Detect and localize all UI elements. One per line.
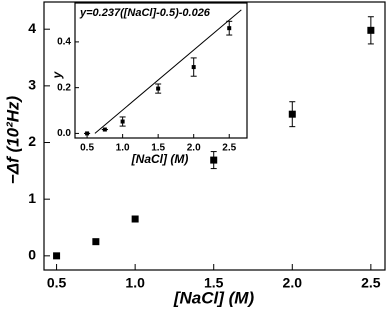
fit-line xyxy=(94,9,242,134)
y-tick-label: 3 xyxy=(28,77,36,93)
x-axis-title: [NaCl] (M) xyxy=(131,152,189,166)
point xyxy=(210,156,218,164)
point xyxy=(131,215,139,223)
x-tick-label: 1.5 xyxy=(151,143,165,154)
point xyxy=(288,110,296,118)
x-tick-label: 2.5 xyxy=(222,143,236,154)
x-tick-label: 1.0 xyxy=(125,275,145,291)
x-tick-label: 2.5 xyxy=(361,275,381,291)
point xyxy=(53,252,61,260)
point xyxy=(191,65,196,70)
x-tick-label: 2.0 xyxy=(283,275,303,291)
annotation: y=0.237([NaCl]-0.5)-0.026 xyxy=(79,7,211,19)
point xyxy=(120,119,125,124)
y-tick-label: 1 xyxy=(28,190,36,206)
x-tick-label: 1.0 xyxy=(116,143,130,154)
point xyxy=(367,26,375,34)
x-axis-title: [NaCl] (M) xyxy=(173,288,255,307)
y-axis-title: y xyxy=(50,70,64,79)
plot-area xyxy=(74,2,248,139)
x-tick-label: 1.5 xyxy=(204,275,224,291)
point xyxy=(156,86,161,91)
y-tick-label: 0.0 xyxy=(57,128,71,139)
y-tick-label: 2 xyxy=(28,133,36,149)
y-axis-title: −Δf (10²Hz) xyxy=(3,95,22,184)
point xyxy=(102,127,107,132)
y-tick-label: 4 xyxy=(28,20,36,36)
y-tick-label: 0.4 xyxy=(57,37,71,48)
x-tick-label: 0.5 xyxy=(80,143,94,154)
y-tick-label: 0.2 xyxy=(57,82,71,93)
point xyxy=(92,238,100,246)
point xyxy=(227,26,232,31)
x-tick-label: 2.0 xyxy=(187,143,201,154)
x-tick-label: 0.5 xyxy=(47,275,67,291)
point xyxy=(85,131,90,136)
y-tick-label: 0 xyxy=(28,247,36,263)
